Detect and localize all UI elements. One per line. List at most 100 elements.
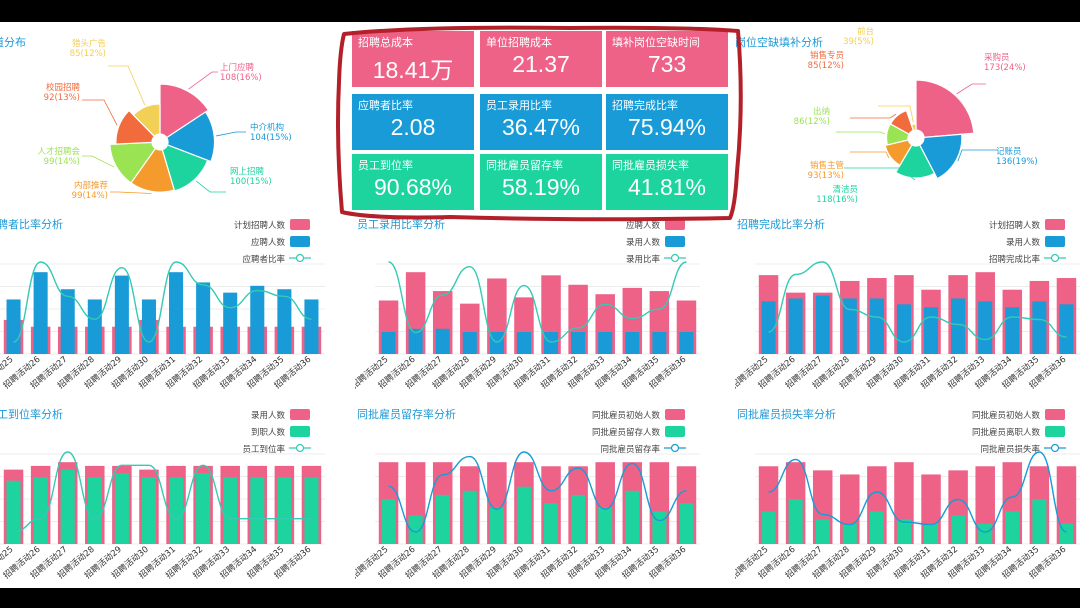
legend-marker[interactable] [670,443,680,453]
bar[interactable] [1005,307,1020,354]
bar[interactable] [6,480,21,544]
bar[interactable] [1005,511,1020,544]
legend-swatch[interactable] [1045,219,1065,230]
legend-swatch[interactable] [665,409,685,420]
bar[interactable] [223,292,238,354]
bar[interactable] [788,298,803,354]
bar[interactable] [435,328,450,354]
bar[interactable] [896,519,911,544]
legend-swatch[interactable] [290,426,310,437]
bar[interactable] [33,272,48,354]
pie-slice[interactable] [918,133,963,180]
bar[interactable] [141,477,156,544]
bar[interactable] [381,499,396,544]
bar[interactable] [571,494,586,544]
bar[interactable] [489,331,504,354]
pie-slice[interactable] [165,111,216,163]
pie-slice[interactable] [159,83,210,139]
bar[interactable] [815,295,830,354]
bar[interactable] [842,523,857,544]
bar[interactable] [87,299,102,354]
pie-slice[interactable] [130,147,176,193]
bar[interactable] [304,299,319,354]
bar[interactable] [196,473,211,544]
bar[interactable] [679,503,694,544]
pie-slice[interactable] [910,123,917,132]
pie-slice[interactable] [132,103,161,138]
bar[interactable] [1059,304,1074,354]
bar[interactable] [1059,523,1074,544]
bar[interactable] [924,307,939,354]
bar[interactable] [250,477,265,544]
legend-swatch[interactable] [290,236,310,247]
bar[interactable] [1032,301,1047,354]
bar[interactable] [652,331,667,354]
bar[interactable] [169,272,184,354]
bar[interactable] [1032,499,1047,544]
bar[interactable] [516,331,531,354]
bar[interactable] [489,507,504,544]
bar[interactable] [598,331,613,354]
bar[interactable] [516,486,531,544]
legend-marker[interactable] [1050,253,1060,263]
bar[interactable] [435,494,450,544]
bar[interactable] [788,499,803,544]
bar[interactable] [869,298,884,354]
bar[interactable] [571,331,586,354]
legend-swatch[interactable] [1045,236,1065,247]
bar[interactable] [6,299,21,354]
pie-slice[interactable] [894,144,936,179]
bar[interactable] [277,289,292,354]
bar[interactable] [815,519,830,544]
legend-marker[interactable] [1050,443,1060,453]
pie-slice[interactable] [884,139,913,167]
bar[interactable] [598,507,613,544]
bar[interactable] [87,477,102,544]
bar[interactable] [381,331,396,354]
bar[interactable] [544,503,559,544]
bar[interactable] [978,523,993,544]
bar[interactable] [462,490,477,544]
bar[interactable] [896,304,911,354]
pie-slice[interactable] [115,109,156,145]
bar[interactable] [60,469,75,544]
legend-swatch[interactable] [290,219,310,230]
bar[interactable] [114,275,129,354]
legend-swatch[interactable] [665,426,685,437]
bar[interactable] [924,523,939,544]
bar[interactable] [978,301,993,354]
bar[interactable] [33,477,48,544]
legend-marker[interactable] [295,253,305,263]
legend-swatch[interactable] [1045,426,1065,437]
legend-swatch[interactable] [665,236,685,247]
pie-slice[interactable] [161,144,209,192]
bar[interactable] [625,490,640,544]
bar[interactable] [114,473,129,544]
pie-slice[interactable] [889,109,915,135]
bar[interactable] [277,477,292,544]
bar[interactable] [250,285,265,354]
bar[interactable] [408,515,423,544]
legend-swatch[interactable] [665,219,685,230]
legend-marker[interactable] [670,253,680,263]
bar[interactable] [951,298,966,354]
pie-slice[interactable] [915,79,975,138]
bar[interactable] [169,477,184,544]
legend-swatch[interactable] [290,409,310,420]
bar[interactable] [625,331,640,354]
pie-slice[interactable] [109,141,157,184]
legend-marker[interactable] [295,443,305,453]
bar[interactable] [196,282,211,354]
bar[interactable] [304,477,319,544]
bar[interactable] [679,331,694,354]
bar[interactable] [60,289,75,354]
bar[interactable] [408,328,423,354]
bar[interactable] [652,511,667,544]
bar[interactable] [761,301,776,354]
bar[interactable] [869,511,884,544]
bar[interactable] [462,331,477,354]
bar[interactable] [223,477,238,544]
bar[interactable] [951,515,966,544]
bar[interactable] [544,331,559,354]
bar[interactable] [761,511,776,544]
